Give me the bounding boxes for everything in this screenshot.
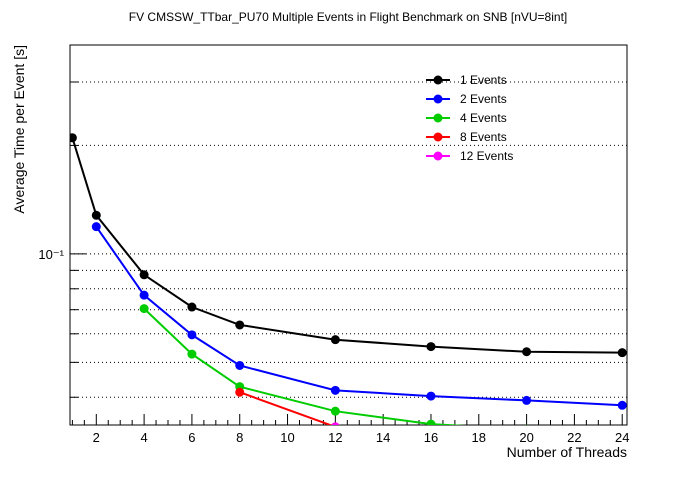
data-point-4-events: [187, 349, 197, 359]
data-point-8-events: [235, 387, 245, 397]
legend-label-2-events: 2 Events: [460, 92, 507, 106]
data-point-1-events: [139, 270, 149, 280]
data-point-2-events: [187, 330, 197, 340]
legend-marker-4-events: [433, 113, 443, 123]
x-tick-label: 20: [519, 430, 533, 445]
data-point-1-events: [330, 335, 340, 345]
data-point-2-events: [522, 395, 532, 405]
series-line-8-events: [239, 391, 334, 425]
x-tick-label: 14: [376, 430, 390, 445]
data-point-4-events: [525, 424, 529, 425]
data-point-1-events: [91, 210, 101, 220]
data-point-1-events: [187, 302, 197, 312]
x-tick-label: 4: [140, 430, 147, 445]
data-point-1-events: [522, 347, 532, 357]
x-tick-label: 16: [424, 430, 438, 445]
x-axis-label: Number of Threads: [507, 444, 627, 460]
data-point-1-events: [617, 348, 627, 358]
chart-title: FV CMSSW_TTbar_PU70 Multiple Events in F…: [129, 10, 568, 24]
data-point-1-events: [235, 320, 245, 330]
x-tick-label: 12: [328, 430, 342, 445]
data-point-1-events: [426, 342, 436, 352]
series-layer: [70, 133, 627, 425]
axis-layer: 10⁻¹2 4 6 8 10 12 14 16 18 20 22 24: [38, 81, 629, 445]
x-tick-label: 18: [472, 430, 486, 445]
y-tick-label: 10⁻¹: [38, 247, 64, 262]
data-point-2-events: [235, 360, 245, 370]
x-tick-label: 2: [93, 430, 100, 445]
series-line-2-events: [95, 226, 623, 407]
x-tick-label: 8: [236, 430, 243, 445]
data-point-2-events: [426, 391, 436, 401]
legend-label-8-events: 8 Events: [460, 130, 507, 144]
plot-frame: [69, 44, 628, 426]
data-point-2-events: [139, 290, 149, 300]
legend-marker-1-events: [433, 75, 443, 85]
data-point-1-events: [70, 133, 77, 143]
legend-marker-2-events: [433, 94, 443, 104]
legend-marker-12-events: [433, 151, 443, 161]
x-tick-label: 10: [280, 430, 294, 445]
data-point-4-events: [139, 304, 149, 314]
legend-label-4-events: 4 Events: [460, 111, 507, 125]
legend-label-1-events: 1 Events: [460, 73, 507, 87]
legend: 1 Events 2 Events 4 Events 8 Events 12 Event…: [426, 73, 513, 163]
data-point-2-events: [330, 385, 340, 395]
data-point-4-events: [330, 406, 340, 416]
x-tick-label: 24: [615, 430, 629, 445]
series-group: [70, 133, 627, 425]
y-axis-label: Average Time per Event [s]: [11, 45, 27, 214]
data-point-12-events: [331, 422, 340, 425]
data-point-4-events: [426, 419, 436, 425]
x-tick-label: 22: [567, 430, 581, 445]
data-point-2-events: [617, 400, 627, 410]
legend-marker-8-events: [433, 132, 443, 142]
x-tick-label: 6: [188, 430, 195, 445]
legend-label-12-events: 12 Events: [460, 149, 513, 163]
data-point-2-events: [91, 222, 101, 232]
